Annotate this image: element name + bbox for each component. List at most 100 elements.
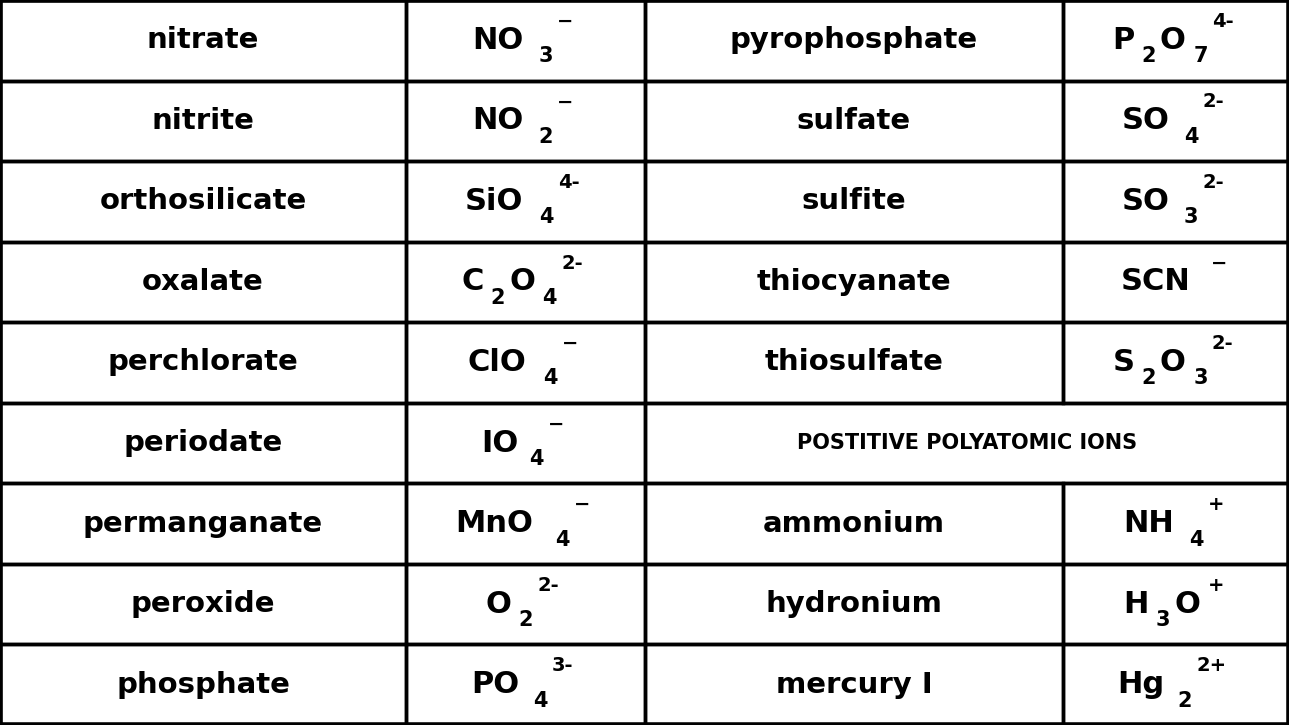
Text: 3: 3 — [1183, 207, 1199, 228]
Text: NO: NO — [472, 107, 523, 136]
Text: −: − — [548, 415, 565, 434]
Text: 4: 4 — [543, 368, 558, 389]
Text: 3: 3 — [1194, 368, 1208, 389]
Bar — [644, 241, 1063, 322]
Text: oxalate: oxalate — [142, 268, 264, 296]
Text: orthosilicate: orthosilicate — [99, 187, 307, 215]
Text: 4: 4 — [540, 207, 554, 228]
Text: sulfite: sulfite — [802, 187, 906, 215]
Text: 4: 4 — [556, 529, 570, 550]
Text: +: + — [1208, 495, 1225, 514]
Bar — [1063, 241, 1289, 322]
Text: 7: 7 — [1194, 46, 1208, 66]
Bar — [0, 484, 406, 564]
Bar — [406, 564, 644, 645]
Text: perchlorate: perchlorate — [108, 349, 298, 376]
Text: 4: 4 — [534, 691, 548, 710]
Text: hydronium: hydronium — [766, 590, 942, 618]
Text: 4: 4 — [1188, 529, 1204, 550]
Text: NH: NH — [1124, 509, 1174, 538]
Bar — [644, 322, 1063, 403]
Text: NO: NO — [472, 26, 523, 55]
Bar — [1063, 645, 1289, 725]
Text: O: O — [1160, 26, 1186, 55]
Text: −: − — [575, 495, 590, 514]
Text: S: S — [1112, 348, 1134, 377]
Text: 4: 4 — [530, 449, 544, 469]
Bar — [406, 645, 644, 725]
Bar — [644, 161, 1063, 241]
Text: 2-: 2- — [538, 576, 559, 594]
Text: PO: PO — [470, 670, 519, 699]
Text: nitrite: nitrite — [152, 107, 254, 135]
Text: periodate: periodate — [124, 429, 282, 457]
Text: 2: 2 — [1141, 368, 1155, 389]
Text: permanganate: permanganate — [82, 510, 324, 538]
Text: SCN: SCN — [1120, 268, 1191, 297]
Bar — [406, 241, 644, 322]
Bar — [1063, 0, 1289, 80]
Bar — [0, 564, 406, 645]
Bar — [644, 564, 1063, 645]
Bar — [406, 403, 644, 484]
Bar — [644, 484, 1063, 564]
Bar — [644, 645, 1063, 725]
Text: P: P — [1112, 26, 1134, 55]
Text: −: − — [1210, 254, 1227, 273]
Text: H: H — [1123, 589, 1148, 618]
Text: −: − — [557, 93, 574, 112]
Text: ammonium: ammonium — [763, 510, 945, 538]
Text: ClO: ClO — [468, 348, 526, 377]
Text: IO: IO — [481, 428, 518, 457]
Text: O: O — [509, 268, 535, 297]
Text: 3: 3 — [1156, 610, 1170, 630]
Text: 2-: 2- — [1203, 93, 1225, 112]
Bar — [644, 0, 1063, 80]
Text: 2: 2 — [539, 127, 553, 146]
Text: 2: 2 — [490, 288, 505, 308]
Bar — [0, 241, 406, 322]
Text: pyrophosphate: pyrophosphate — [730, 26, 978, 54]
Text: 3-: 3- — [552, 656, 574, 676]
Bar — [406, 0, 644, 80]
Bar — [1063, 322, 1289, 403]
Text: Hg: Hg — [1118, 670, 1164, 699]
Bar — [406, 161, 644, 241]
Text: 2-: 2- — [1212, 334, 1234, 353]
Text: −: − — [562, 334, 579, 353]
Text: sulfate: sulfate — [797, 107, 911, 135]
Text: 4-: 4- — [558, 173, 580, 192]
Text: thiosulfate: thiosulfate — [764, 349, 944, 376]
Text: 2: 2 — [518, 610, 534, 630]
Bar — [0, 80, 406, 161]
Text: 4: 4 — [1183, 127, 1199, 146]
Text: O: O — [485, 589, 512, 618]
Text: POSTITIVE POLYATOMIC IONS: POSTITIVE POLYATOMIC IONS — [797, 433, 1137, 453]
Bar — [1063, 564, 1289, 645]
Bar — [0, 322, 406, 403]
Bar — [406, 322, 644, 403]
Bar — [644, 80, 1063, 161]
Text: −: − — [557, 12, 574, 31]
Text: O: O — [1160, 348, 1186, 377]
Text: 2: 2 — [1178, 691, 1192, 710]
Text: peroxide: peroxide — [130, 590, 276, 618]
Text: nitrate: nitrate — [147, 26, 259, 54]
Text: SiO: SiO — [464, 187, 522, 216]
Bar — [1063, 80, 1289, 161]
Text: C: C — [461, 268, 483, 297]
Bar — [1063, 484, 1289, 564]
Text: O: O — [1174, 589, 1200, 618]
Text: 2-: 2- — [561, 254, 583, 273]
Text: 2+: 2+ — [1196, 656, 1227, 676]
Bar — [1063, 161, 1289, 241]
Text: SO: SO — [1121, 187, 1170, 216]
Text: 4: 4 — [543, 288, 557, 308]
Text: thiocyanate: thiocyanate — [757, 268, 951, 296]
Bar — [0, 161, 406, 241]
Text: 2: 2 — [1141, 46, 1156, 66]
Bar — [0, 0, 406, 80]
Text: +: + — [1208, 576, 1225, 594]
Text: 3: 3 — [539, 46, 553, 66]
Text: MnO: MnO — [455, 509, 532, 538]
